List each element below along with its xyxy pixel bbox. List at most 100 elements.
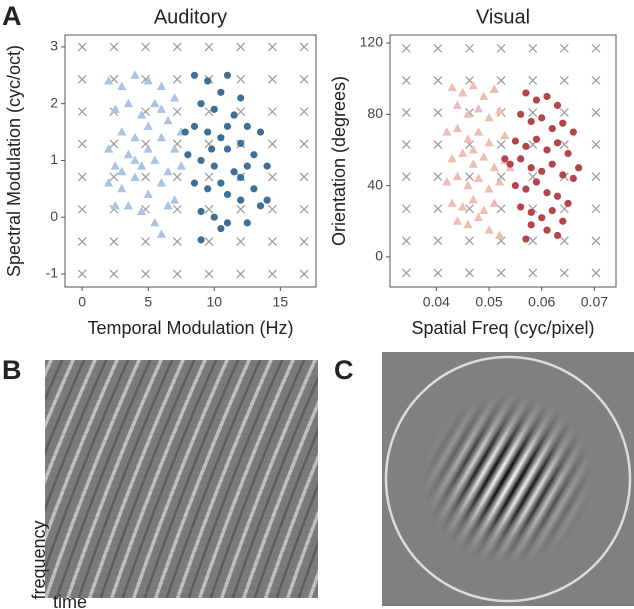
circle-point [543,189,551,197]
grid-sample [465,268,474,278]
triangle-point [156,178,167,187]
grid-sample [236,204,246,214]
circle-point [217,179,225,187]
circle-point [564,199,572,208]
grid-sample [591,108,601,117]
triangle-point [130,172,140,181]
grid-sample [433,204,443,214]
grid-sample [141,42,151,52]
gabor-image [382,352,634,606]
grid-sample [496,76,506,85]
triangle-point [479,152,489,161]
circle-point [548,206,556,215]
grid-sample [401,268,411,278]
grid-sample [267,172,277,182]
y-tick-label: 120 [360,34,384,50]
triangle-point [117,183,127,193]
grid-sample [236,107,246,117]
grid-sample [496,43,506,53]
grid-sample [528,108,538,117]
grid-sample [401,204,411,214]
circle-point [548,124,556,133]
spectral-ridge [109,360,208,598]
spectrogram-texture [45,360,318,598]
circle-point [217,88,225,96]
triangle-point [137,110,147,119]
triangle-point [143,144,153,153]
spectral-ridge [87,360,186,598]
grid-sample [299,107,309,117]
triangle-point [137,206,147,216]
triangle-point [156,104,167,113]
triangle-point [484,225,494,234]
circle-point [527,164,535,172]
triangle-point [137,161,147,170]
gabor [382,352,634,606]
x-tick-label: 0.07 [581,294,608,310]
triangle-point [130,70,140,79]
triangle-point [500,130,510,140]
triangle-point [103,144,114,153]
panel-label: B [2,355,22,385]
grid-sample [109,139,119,149]
grid-sample [559,140,569,150]
grid-sample [299,74,309,84]
triangle-point [489,84,499,93]
circle-point [197,156,205,165]
grid-sample [141,237,151,247]
grid-sample [236,42,246,52]
triangle-point [143,189,153,198]
triangle-point [452,123,463,133]
grid-sample [267,204,277,214]
x-axis-label: time [53,592,87,609]
grid-sample [172,107,182,117]
triangle-point [150,98,160,108]
triangle-point [117,127,127,136]
grid-sample [465,43,474,53]
circle-point [522,235,530,243]
grid-sample [109,269,119,279]
grid-sample [267,74,277,84]
panel-label: C [334,355,354,385]
grid-sample [172,269,182,279]
circle-point [527,117,535,126]
triangle-point [143,75,153,85]
spectral-trough [143,360,240,598]
circle-point [511,181,519,190]
y-tick-label: 80 [367,105,383,121]
y-tick-label: 0 [375,248,383,264]
spectral-trough [45,360,108,513]
triangle-point [170,144,180,153]
grid-sample [267,42,277,52]
triangle-point [473,173,484,182]
grid-sample [141,269,151,279]
grid-sample [528,268,538,278]
circle-point [538,114,546,122]
grid-sample [401,172,411,182]
grid-sample [401,43,411,53]
spectrogram [45,360,318,598]
y-tick-label: 1 [50,151,58,167]
circle-point [527,221,535,229]
spectral-ridge [65,360,164,598]
triangle-point [479,205,489,215]
spectral-trough [209,360,306,598]
grid-sample [172,172,182,182]
triangle-point [463,109,473,118]
triangle-point [458,148,468,158]
triangle-point [130,132,140,142]
spectral-ridge [285,509,318,598]
grid-sample [299,42,309,52]
circle-point [506,160,514,168]
triangle-point [468,194,478,204]
grid-sample [433,108,443,117]
triangle-point [130,155,140,164]
grid-sample [77,139,87,149]
grid-sample [591,76,601,85]
circle-point [574,164,583,172]
spectral-trough [45,360,130,573]
grid-sample [496,268,506,278]
grid-sample [591,140,601,150]
triangle-point [156,132,167,142]
circle-point [559,217,567,225]
